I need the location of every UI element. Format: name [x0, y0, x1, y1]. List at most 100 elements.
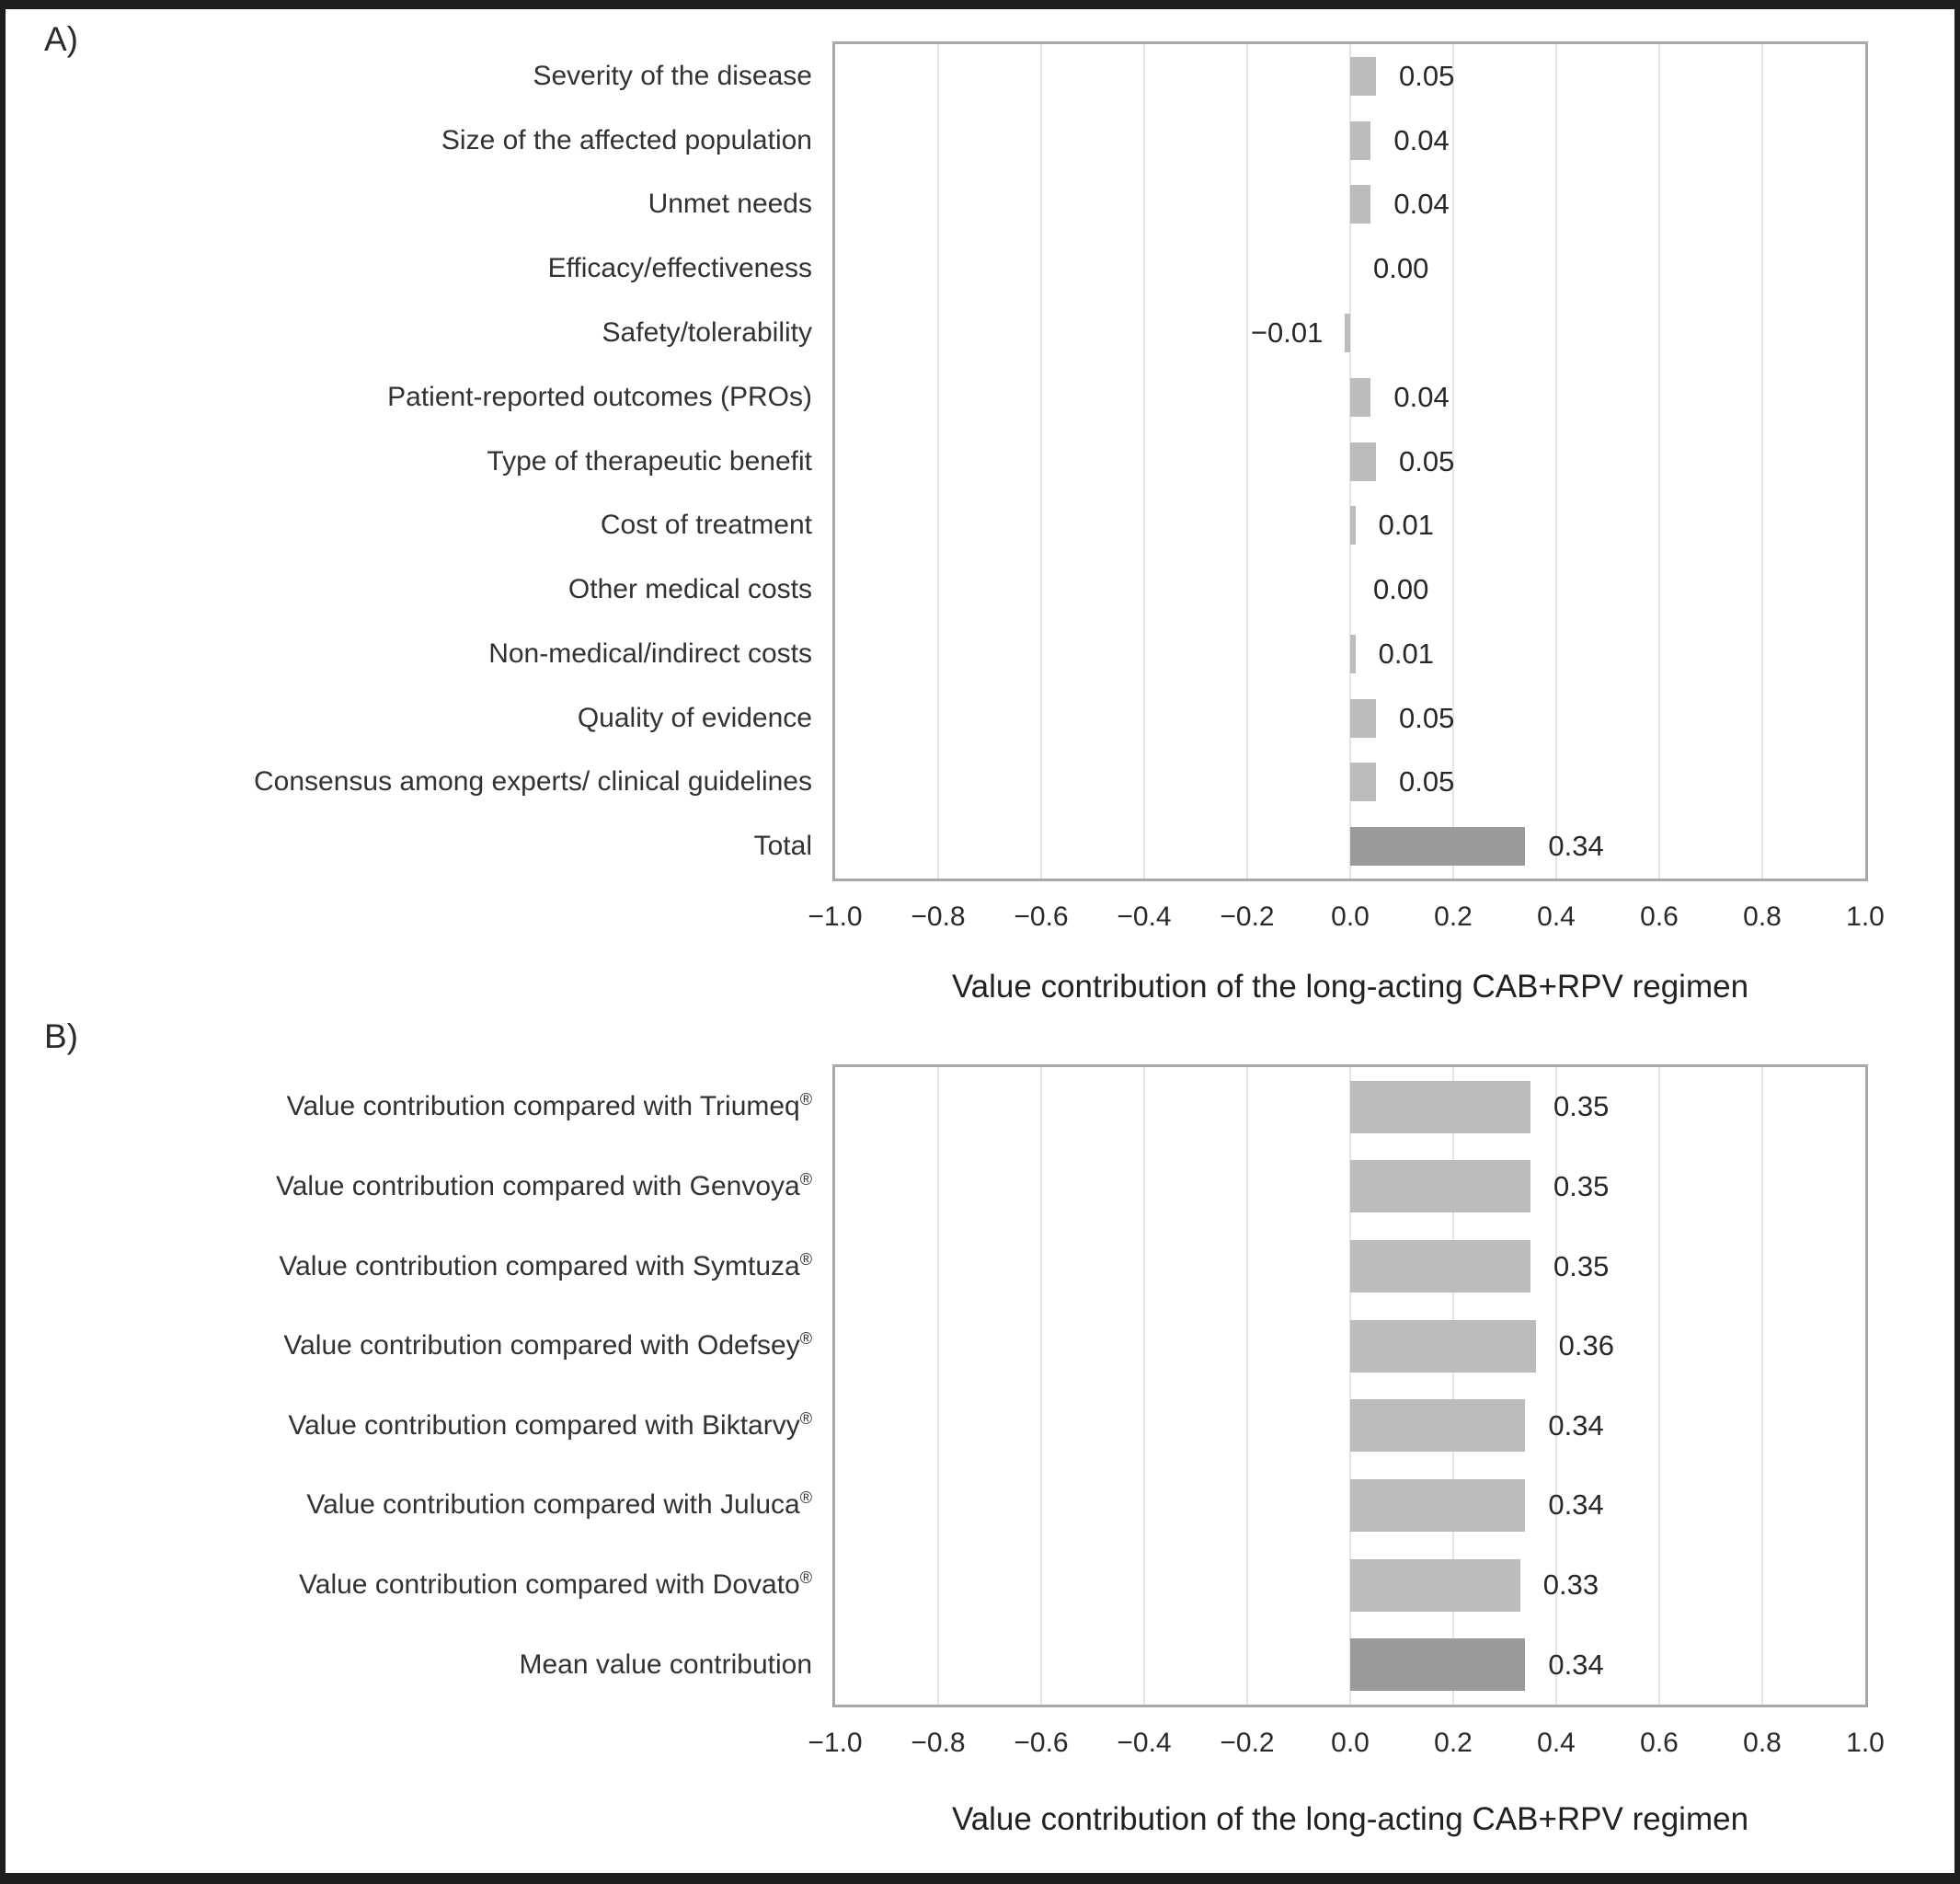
x-tick-label: 0.8	[1743, 1728, 1782, 1758]
bar-value-label: 0.05	[1399, 701, 1455, 734]
gridline	[1349, 1067, 1351, 1705]
bar	[1350, 698, 1376, 738]
bar	[1350, 1558, 1520, 1612]
gridline	[1555, 1067, 1557, 1705]
bar-value-label: 0.34	[1548, 830, 1604, 863]
bar-value-label: 0.35	[1553, 1249, 1610, 1282]
category-label: Value contribution compared with Triumeq…	[286, 1090, 812, 1122]
x-tick-label: 0.0	[1331, 902, 1370, 932]
category-label: Efficacy/effectiveness	[547, 253, 812, 284]
x-tick-label: 1.0	[1846, 1728, 1885, 1758]
category-label: Value contribution compared with Genvoya…	[275, 1169, 812, 1201]
bar-value-label: 0.05	[1399, 765, 1455, 798]
bar-value-label: 0.04	[1393, 123, 1450, 156]
bar	[1350, 1160, 1530, 1213]
bar	[1350, 1399, 1526, 1453]
x-tick-label: 0.2	[1434, 1728, 1473, 1758]
bar	[1350, 121, 1371, 160]
gridline	[1452, 44, 1454, 879]
registered-trademark-symbol: ®	[799, 1488, 812, 1508]
x-tick-label: −1.0	[808, 1728, 863, 1758]
gridline	[1143, 1067, 1145, 1705]
bar	[1350, 185, 1371, 224]
category-label: Mean value contribution	[519, 1648, 812, 1680]
category-label: Severity of the disease	[533, 60, 812, 91]
x-tick-label: −0.6	[1014, 1728, 1069, 1758]
registered-trademark-symbol: ®	[799, 1568, 812, 1588]
gridline	[1452, 1067, 1454, 1705]
gridline	[1658, 1067, 1660, 1705]
x-tick-label: −0.2	[1220, 902, 1275, 932]
bar	[1350, 377, 1371, 417]
x-tick-label: 0.4	[1537, 902, 1576, 932]
x-tick-label: −0.2	[1220, 1728, 1275, 1758]
bar	[1350, 1319, 1536, 1373]
category-label: Quality of evidence	[577, 702, 812, 733]
x-axis-title: Value contribution of the long-acting CA…	[951, 969, 1749, 1005]
gridline	[1040, 1067, 1042, 1705]
bar-value-label: 0.34	[1548, 1408, 1604, 1442]
category-label: Other medical costs	[567, 574, 812, 605]
category-label: Cost of treatment	[600, 510, 812, 541]
bar-value-label: 0.00	[1373, 573, 1429, 606]
bar-value-label: 0.04	[1393, 380, 1450, 413]
bar	[1350, 442, 1376, 481]
x-tick-label: 0.8	[1743, 902, 1782, 932]
category-label: Type of therapeutic benefit	[487, 445, 812, 477]
x-tick-label: −1.0	[808, 902, 863, 932]
category-label: Total	[753, 831, 812, 862]
x-tick-label: −0.6	[1014, 902, 1069, 932]
bar-value-label: 0.33	[1542, 1568, 1599, 1602]
bar-value-label: 0.36	[1558, 1329, 1614, 1362]
bar	[1350, 1240, 1530, 1293]
x-tick-label: −0.8	[911, 902, 966, 932]
bar	[1345, 313, 1350, 352]
category-label: Unmet needs	[648, 189, 812, 220]
category-label: Consensus among experts/ clinical guidel…	[253, 766, 812, 798]
gridline	[1761, 1067, 1763, 1705]
category-label: Value contribution compared with Juluca®	[306, 1488, 812, 1521]
gridline	[1040, 44, 1042, 879]
registered-trademark-symbol: ®	[799, 1329, 812, 1349]
bar-value-label: 0.00	[1373, 252, 1429, 285]
gridline	[937, 44, 939, 879]
bar-value-label: 0.05	[1399, 444, 1455, 477]
x-tick-label: 1.0	[1846, 902, 1885, 932]
x-tick-label: −0.8	[911, 1728, 966, 1758]
bar-value-label: 0.35	[1553, 1090, 1610, 1123]
bar-value-label: 0.34	[1548, 1648, 1604, 1681]
bar-value-label: 0.01	[1378, 637, 1434, 670]
category-label: Value contribution compared with Dovato®	[298, 1568, 812, 1601]
panel-b-label: B)	[44, 1017, 78, 1055]
plot-area	[832, 1064, 1868, 1707]
category-label: Value contribution compared with Biktarv…	[288, 1408, 812, 1441]
bar-value-label: −0.01	[1250, 316, 1324, 349]
registered-trademark-symbol: ®	[799, 1408, 812, 1428]
bar	[1350, 1638, 1526, 1692]
category-label: Patient-reported outcomes (PROs)	[387, 381, 812, 412]
bar	[1350, 763, 1376, 802]
x-tick-label: 0.6	[1640, 1728, 1679, 1758]
plot-area	[832, 41, 1868, 881]
gridline	[937, 1067, 939, 1705]
bar	[1350, 506, 1356, 546]
x-tick-label: 0.0	[1331, 1728, 1370, 1758]
bar	[1350, 56, 1376, 96]
panel-a-label: A)	[44, 20, 78, 58]
category-label: Size of the affected population	[441, 124, 812, 155]
bar-value-label: 0.34	[1548, 1488, 1604, 1522]
bar-value-label: 0.35	[1553, 1169, 1610, 1202]
bar-value-label: 0.05	[1399, 59, 1455, 92]
category-label: Safety/tolerability	[602, 316, 812, 348]
gridline	[1761, 44, 1763, 879]
gridline	[1555, 44, 1557, 879]
category-label: Non-medical/indirect costs	[488, 638, 812, 669]
registered-trademark-symbol: ®	[799, 1090, 812, 1109]
category-label: Value contribution compared with Symtuza…	[279, 1249, 812, 1281]
registered-trademark-symbol: ®	[799, 1169, 812, 1189]
x-tick-label: −0.4	[1117, 1728, 1172, 1758]
bar	[1350, 1080, 1530, 1133]
gridline	[1658, 44, 1660, 879]
gridline	[1246, 1067, 1248, 1705]
